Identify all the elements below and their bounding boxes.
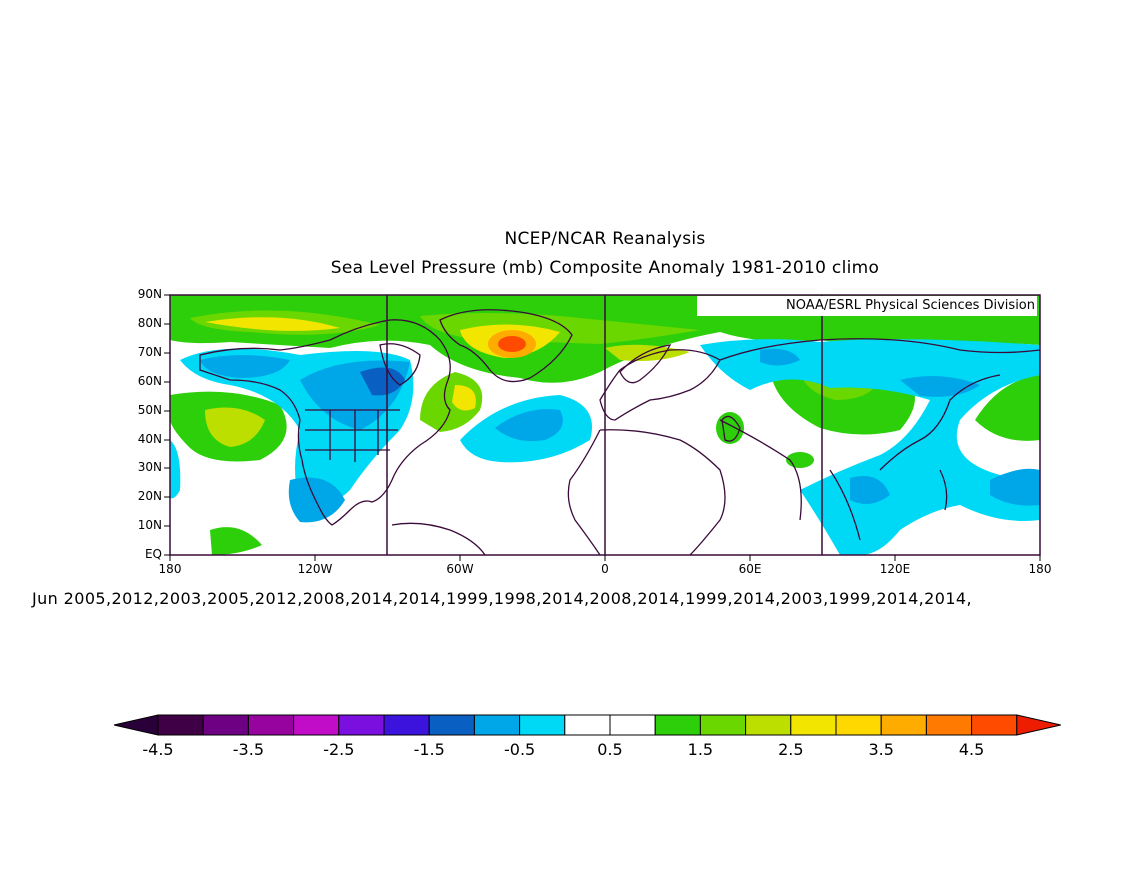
colorbar-segment bbox=[835, 714, 882, 736]
lon-tick-label: 0 bbox=[601, 562, 609, 576]
colorbar-label: 0.5 bbox=[597, 740, 623, 759]
positive-anomaly-region bbox=[205, 407, 265, 447]
lat-tick-label: EQ bbox=[144, 547, 162, 562]
negative-anomaly-region bbox=[170, 440, 181, 499]
lat-tick-label: 10N bbox=[137, 518, 162, 533]
coastline-caspian bbox=[721, 415, 741, 442]
colorbar-segment bbox=[519, 714, 566, 736]
colorbar-segment bbox=[428, 714, 475, 736]
colorbar-segment bbox=[925, 714, 973, 736]
lat-tick-label: 60N bbox=[137, 373, 162, 388]
lat-tick-label: 90N bbox=[137, 287, 162, 301]
lat-tick-label: 80N bbox=[137, 315, 162, 330]
colorbar-label: -1.5 bbox=[413, 740, 445, 759]
negative-anomaly-region bbox=[760, 348, 800, 366]
colorbar-label: 1.5 bbox=[687, 740, 714, 759]
credit-label: NOAA/ESRL Physical Sciences Division bbox=[697, 296, 1037, 316]
colorbar-label: -4.5 bbox=[142, 740, 174, 759]
colorbar-segment bbox=[564, 714, 611, 736]
coastline-south-america bbox=[391, 522, 486, 555]
coastlines bbox=[199, 309, 1040, 555]
lat-tick-label: 40N bbox=[137, 431, 162, 446]
colorbar-segment bbox=[293, 714, 340, 736]
colorbar-under-triangle bbox=[113, 714, 159, 736]
coastline-north-america bbox=[199, 319, 451, 526]
lon-tick-label: 60E bbox=[738, 562, 762, 576]
lat-tick-label: 70N bbox=[137, 344, 162, 359]
colorbar-segment bbox=[971, 714, 1018, 736]
lon-tick-label: 120W bbox=[297, 562, 333, 576]
colorbar-segment bbox=[338, 714, 385, 736]
negative-anomaly-region bbox=[288, 477, 345, 523]
negative-anomaly-region bbox=[850, 476, 890, 504]
colorbar-segment bbox=[699, 714, 747, 736]
date-line: Jun 2005,2012,2003,2005,2012,2008,2014,2… bbox=[32, 589, 972, 608]
colorbar-label: 3.5 bbox=[868, 740, 894, 759]
positive-anomaly-region bbox=[605, 344, 690, 361]
negative-anomaly-region bbox=[360, 367, 405, 396]
colorbar-label: 2.5 bbox=[778, 740, 804, 759]
lat-tick-label: 50N bbox=[137, 402, 162, 417]
negative-anomaly-region bbox=[495, 409, 563, 442]
positive-anomaly-region bbox=[498, 336, 526, 352]
coastline-us-states bbox=[305, 409, 400, 462]
coastline-greenland bbox=[439, 309, 573, 383]
colorbar-segment bbox=[473, 714, 521, 736]
colorbar-segment bbox=[609, 714, 656, 736]
colorbar-segment bbox=[157, 714, 204, 736]
positive-anomaly-region bbox=[975, 375, 1040, 441]
negative-anomaly-region bbox=[990, 468, 1040, 506]
lon-tick-label: 180 bbox=[1028, 562, 1052, 576]
colorbar-segment bbox=[790, 714, 837, 736]
colorbar-segment bbox=[654, 714, 701, 736]
colorbar-segment bbox=[745, 714, 792, 736]
colorbar-label: -0.5 bbox=[503, 740, 536, 759]
colorbar-segment bbox=[247, 714, 295, 736]
colorbar bbox=[113, 714, 1061, 736]
coastline-scandinavia bbox=[619, 344, 672, 384]
colorbar-segment bbox=[202, 714, 249, 736]
colorbar-segment bbox=[880, 714, 927, 736]
colorbar-over-triangle bbox=[1016, 714, 1061, 736]
colorbar-label: -3.5 bbox=[232, 740, 264, 759]
positive-anomaly-region bbox=[452, 385, 476, 411]
coastline-asia bbox=[719, 338, 1040, 541]
colorbar-label: -2.5 bbox=[323, 740, 355, 759]
lat-tick-label: 30N bbox=[137, 460, 162, 475]
positive-anomaly-region bbox=[205, 317, 340, 331]
lon-tick-label: 180 bbox=[158, 562, 182, 576]
positive-anomaly-region bbox=[210, 527, 262, 555]
map-title: NCEP/NCAR Reanalysis bbox=[504, 229, 706, 249]
negative-anomaly-region bbox=[200, 355, 290, 378]
lon-ticks bbox=[169, 555, 1041, 561]
colorbar-label: 4.5 bbox=[958, 740, 985, 759]
lon-tick-label: 60W bbox=[446, 562, 474, 576]
map-subtitle: Sea Level Pressure (mb) Composite Anomal… bbox=[330, 258, 880, 278]
lat-ticks bbox=[164, 294, 170, 556]
colorbar-segment bbox=[383, 714, 430, 736]
lon-tick-label: 120E bbox=[879, 562, 911, 576]
coastline-africa bbox=[567, 429, 726, 555]
lat-tick-label: 20N bbox=[137, 489, 162, 504]
